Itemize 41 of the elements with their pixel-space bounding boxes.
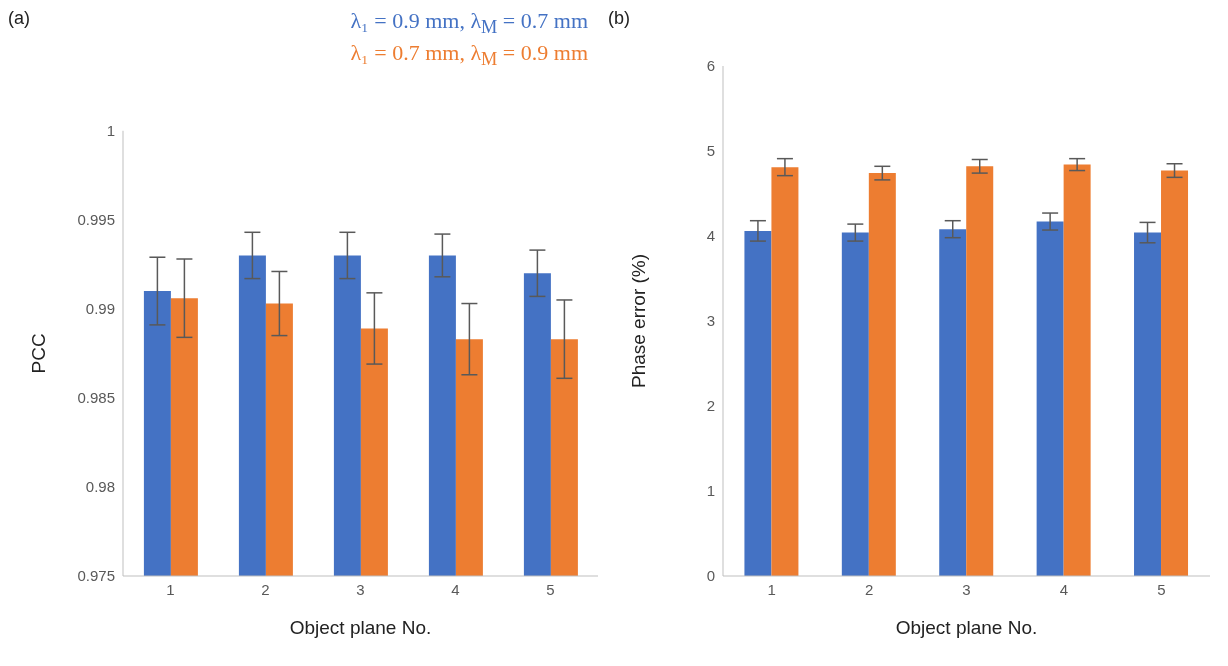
y-tick-label: 6 (706, 57, 715, 75)
x-tick-label: 5 (546, 580, 555, 598)
x-tick-label: 2 (864, 580, 874, 598)
x-tick-label: 5 (1157, 580, 1166, 598)
bar (1134, 232, 1162, 576)
y-tick-label: 1 (706, 482, 715, 500)
bar (744, 230, 772, 576)
text: λ₁ = 0.9 mm, λ$_{M}$ = 0.7 mm (349, 8, 588, 40)
x-tick-label: 4 (451, 580, 460, 598)
y-tick-label: 2 (706, 397, 715, 415)
y-tick-label: 0.995 (77, 211, 115, 229)
x-tick-label: 3 (962, 580, 971, 598)
bar (771, 167, 799, 576)
x-tick-label: 1 (166, 580, 175, 598)
y-tick-label: 0.99 (85, 300, 115, 318)
y-tick-label: 4 (706, 227, 715, 245)
y-tick-label: 3 (706, 312, 715, 330)
text: λ₁ = 0.7 mm, λ$_{M}$ = 0.9 mm (349, 40, 588, 72)
bar (966, 166, 994, 576)
x-tick-label: 4 (1059, 580, 1069, 598)
y-tick-label: 0.98 (85, 478, 115, 496)
x-tick-label: 1 (767, 580, 776, 598)
y-axis-title: Phase error (%) (627, 253, 649, 389)
y-tick-label: 0 (706, 567, 715, 585)
chart-title: (a) (8, 8, 30, 29)
y-tick-label: 0.985 (77, 389, 115, 407)
chart-title: (b) (608, 8, 630, 29)
x-tick-label: 3 (356, 580, 365, 598)
x-axis-title: Object plane No. (289, 617, 432, 638)
x-axis-title: Object plane No. (895, 617, 1038, 638)
y-tick-label: 5 (706, 142, 715, 160)
y-tick-label: 1 (106, 122, 115, 140)
bar (868, 173, 896, 576)
x-tick-label: 2 (261, 580, 270, 598)
bar (939, 229, 967, 576)
bar (1036, 221, 1064, 576)
bar (1063, 164, 1091, 576)
y-tick-label: 0.975 (77, 567, 115, 585)
bar (1161, 170, 1189, 576)
bar (841, 232, 869, 576)
y-axis-title: PCC (27, 333, 49, 374)
